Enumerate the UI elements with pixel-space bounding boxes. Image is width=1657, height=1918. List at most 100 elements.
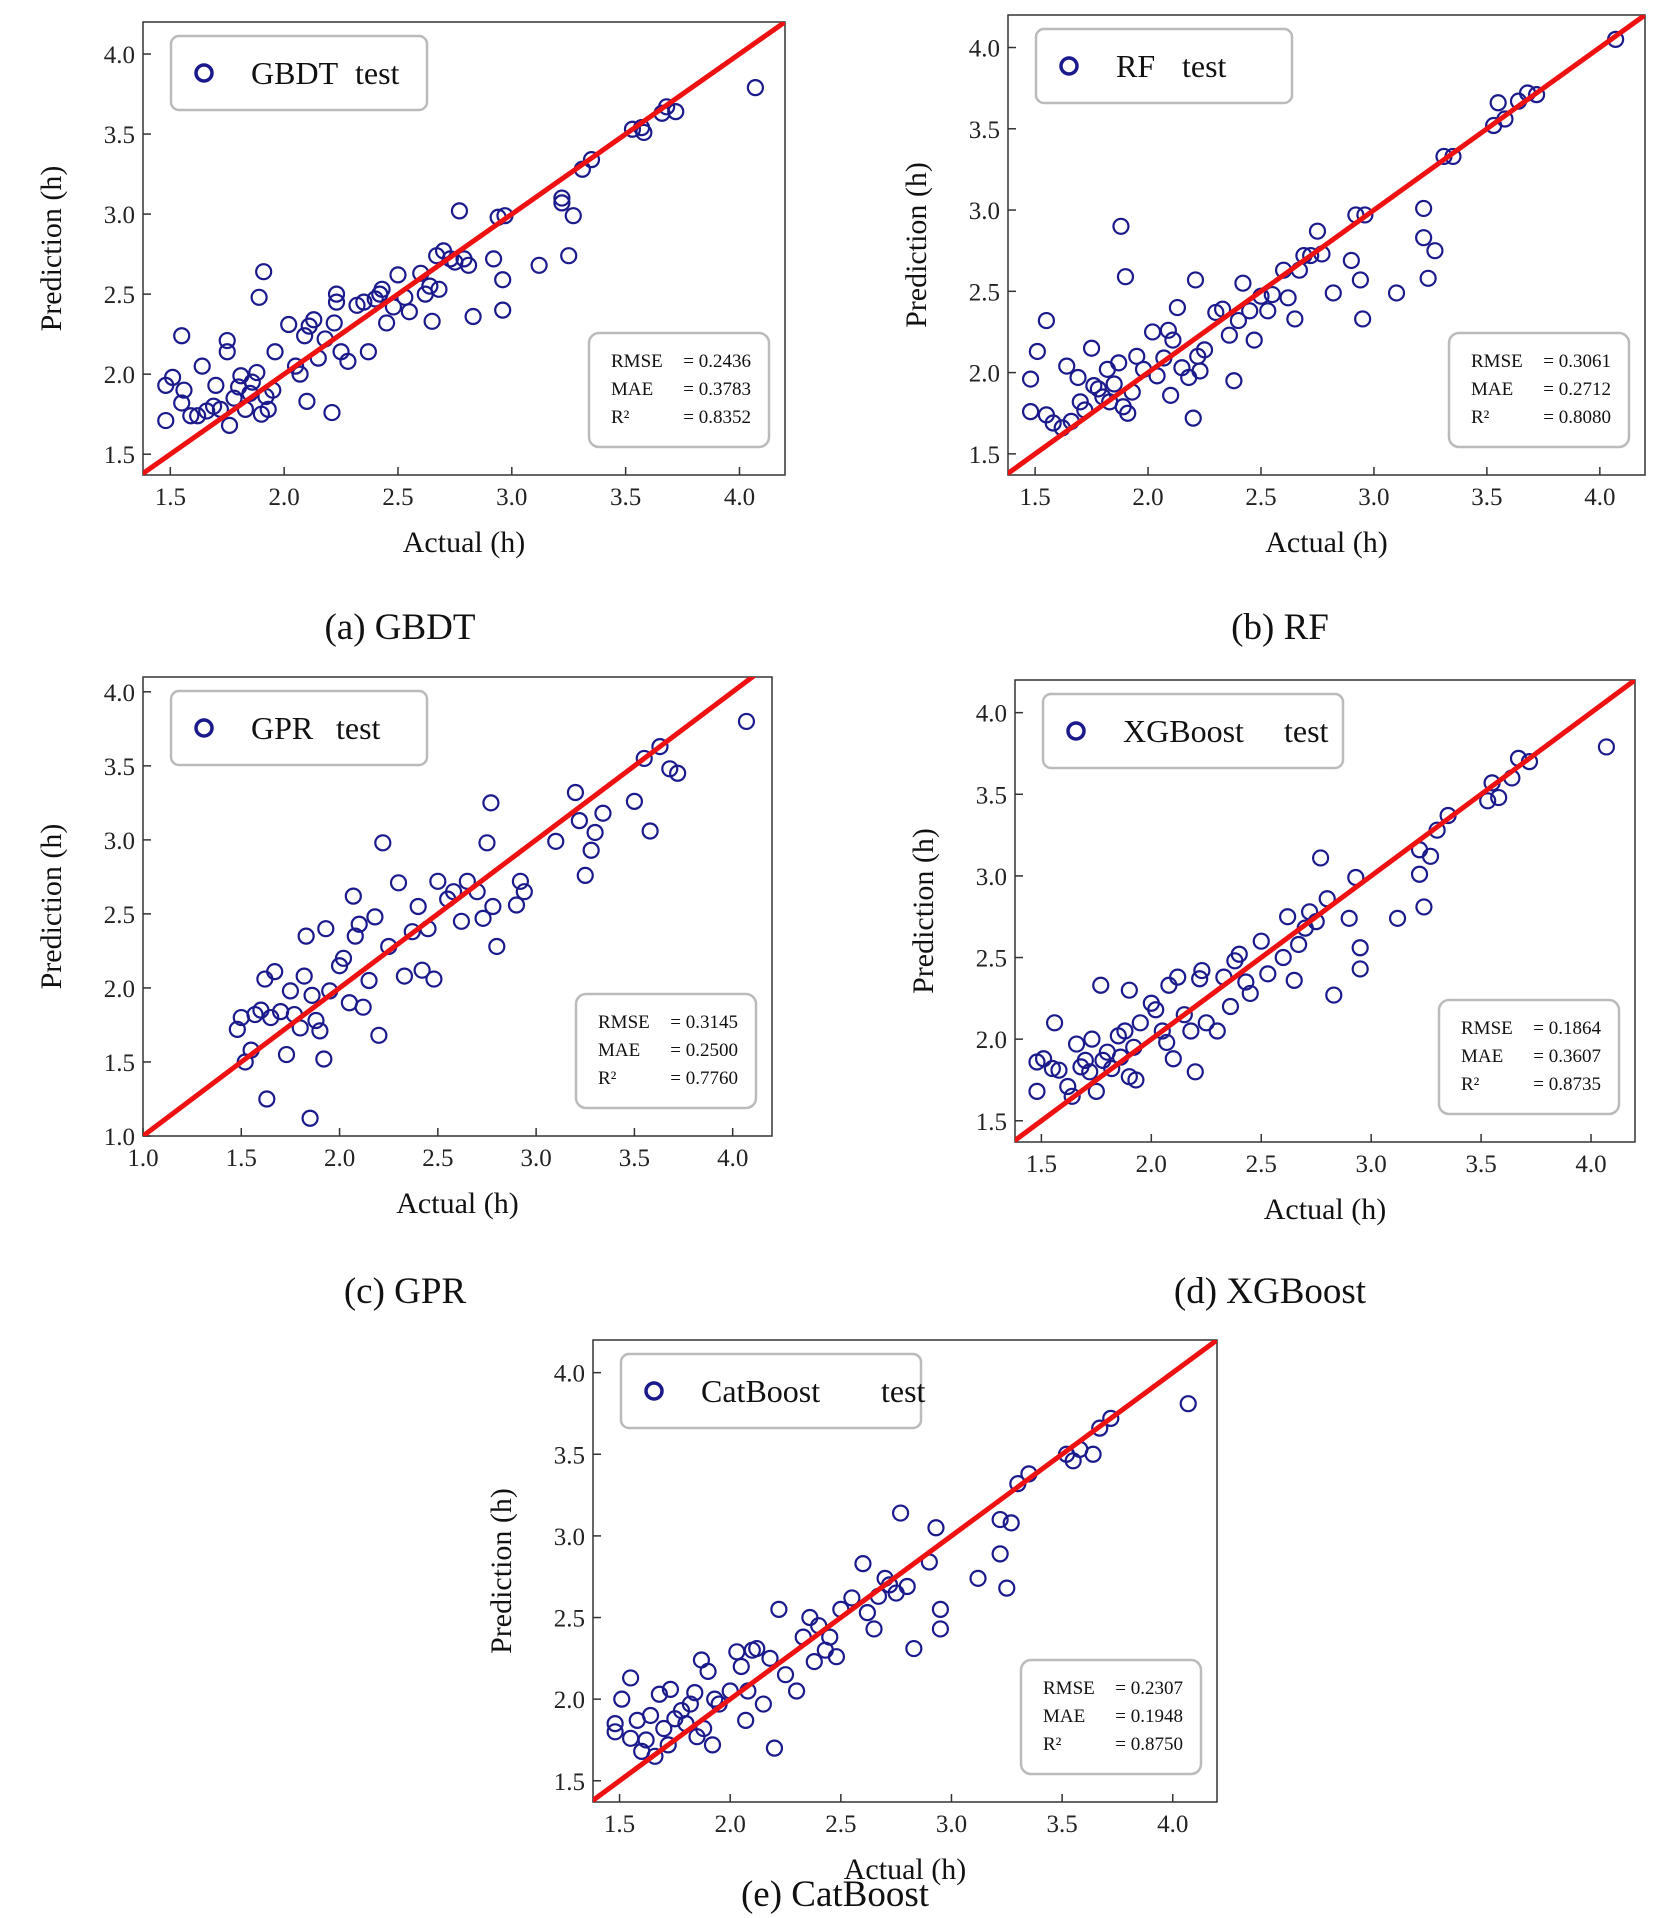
data-point — [801, 1608, 819, 1627]
x-tick-label: 3.5 — [610, 484, 641, 511]
legend-marker — [194, 63, 214, 83]
y-axis-label: Prediction (h) — [35, 166, 68, 332]
data-point — [1081, 1063, 1099, 1081]
data-point — [1197, 1014, 1215, 1032]
data-point — [423, 312, 441, 330]
data-point — [175, 381, 193, 399]
stat-value: = 0.3145 — [670, 1012, 738, 1033]
data-point — [1043, 1059, 1061, 1078]
plot-frame — [1007, 14, 1646, 476]
data-point — [553, 194, 571, 212]
data-point — [1089, 380, 1107, 398]
identity-line — [143, 677, 757, 1136]
scatter-chart-catboost: 1.5 2.0 2.5 3.0 3.5 4.0 1.5 2.0 2.5 3.0 3.5 4.0 Actu… — [485, 1339, 1218, 1886]
x-tick-label: 2.5 — [422, 1145, 453, 1172]
y-tick-label: 1.5 — [976, 1109, 1007, 1136]
x-tick-label: 3.0 — [1356, 1151, 1387, 1178]
data-point — [1071, 393, 1089, 411]
data-point — [669, 764, 687, 782]
data-point — [1597, 738, 1616, 756]
data-point — [1085, 377, 1103, 395]
legend-marker — [644, 1381, 664, 1401]
data-point — [737, 1711, 755, 1729]
data-point — [728, 1643, 746, 1661]
data-point — [464, 307, 482, 326]
panel-catboost: 1.5 2.0 2.5 3.0 3.5 4.0 1.5 2.0 2.5 3.0 3.5 4.0 Actu… — [440, 1320, 1240, 1918]
data-point — [389, 874, 408, 892]
data-point — [1415, 199, 1433, 218]
data-point — [547, 832, 565, 850]
data-point — [494, 301, 512, 319]
data-point — [1419, 269, 1437, 287]
data-point — [737, 712, 756, 731]
stat-name: MAE — [598, 1040, 640, 1061]
legend-series: CatBoost — [701, 1373, 820, 1409]
plot-frame — [1014, 679, 1636, 1143]
x-tick-label: 4.0 — [1575, 1151, 1606, 1178]
data-point — [301, 1109, 319, 1127]
stat-value: = 0.2436 — [683, 351, 751, 372]
y-axis-label: Prediction (h) — [35, 824, 68, 990]
data-point — [1388, 909, 1407, 927]
data-point — [1098, 360, 1116, 378]
data-point — [622, 1729, 640, 1747]
data-point — [1162, 386, 1180, 404]
y-tick-label: 2.5 — [104, 902, 135, 929]
identity-line — [1015, 680, 1635, 1142]
data-point — [1034, 1050, 1053, 1068]
data-point — [1342, 251, 1360, 270]
data-point — [307, 1011, 325, 1030]
data-point — [296, 327, 314, 345]
data-point — [1351, 271, 1369, 289]
stat-value: = 0.2500 — [670, 1040, 738, 1061]
plot-frame — [142, 21, 786, 476]
data-point — [1082, 339, 1101, 357]
legend-label: test — [336, 710, 381, 746]
data-point — [1059, 1077, 1077, 1096]
data-point — [1102, 1409, 1120, 1427]
y-tick-label: 1.5 — [554, 1769, 585, 1796]
data-point — [1184, 409, 1202, 427]
data-point — [334, 949, 353, 967]
data-point — [1252, 932, 1270, 950]
data-point — [1356, 206, 1374, 224]
stat-name: MAE — [1461, 1046, 1503, 1067]
data-point — [373, 280, 391, 298]
data-point — [400, 303, 418, 321]
data-point — [409, 897, 427, 916]
data-point — [1028, 1082, 1046, 1100]
data-point — [1116, 1022, 1134, 1040]
x-tick-label: 2.5 — [1246, 1151, 1277, 1178]
x-tick-label: 3.0 — [521, 1145, 552, 1172]
data-point — [1067, 1035, 1086, 1053]
x-tick-label: 3.5 — [1046, 1811, 1077, 1838]
data-point — [173, 327, 191, 345]
data-point — [1324, 284, 1342, 302]
data-point — [303, 986, 321, 1004]
data-point — [354, 998, 372, 1016]
data-point — [1263, 285, 1281, 304]
data-point — [494, 271, 512, 289]
data-point — [854, 1555, 872, 1573]
y-tick-label: 4.0 — [976, 701, 1007, 728]
data-point — [450, 202, 469, 220]
data-point — [1112, 217, 1130, 235]
data-point — [1259, 302, 1277, 320]
data-point — [658, 98, 676, 116]
data-point — [1479, 792, 1497, 810]
data-point — [1191, 362, 1209, 380]
data-point — [891, 1504, 910, 1522]
data-point — [255, 263, 273, 281]
x-axis-label: Actual (h) — [1265, 526, 1387, 559]
data-point — [1028, 342, 1046, 361]
x-tick-label: 1.5 — [155, 484, 186, 511]
y-tick-label: 3.0 — [976, 864, 1007, 891]
stat-value: = 0.8080 — [1543, 407, 1611, 428]
data-point — [1312, 849, 1330, 867]
data-point — [315, 1050, 333, 1068]
data-point — [659, 1736, 677, 1754]
legend-box — [1034, 27, 1294, 105]
data-point — [761, 1649, 779, 1667]
data-point — [927, 1519, 945, 1537]
data-point — [1037, 311, 1056, 330]
